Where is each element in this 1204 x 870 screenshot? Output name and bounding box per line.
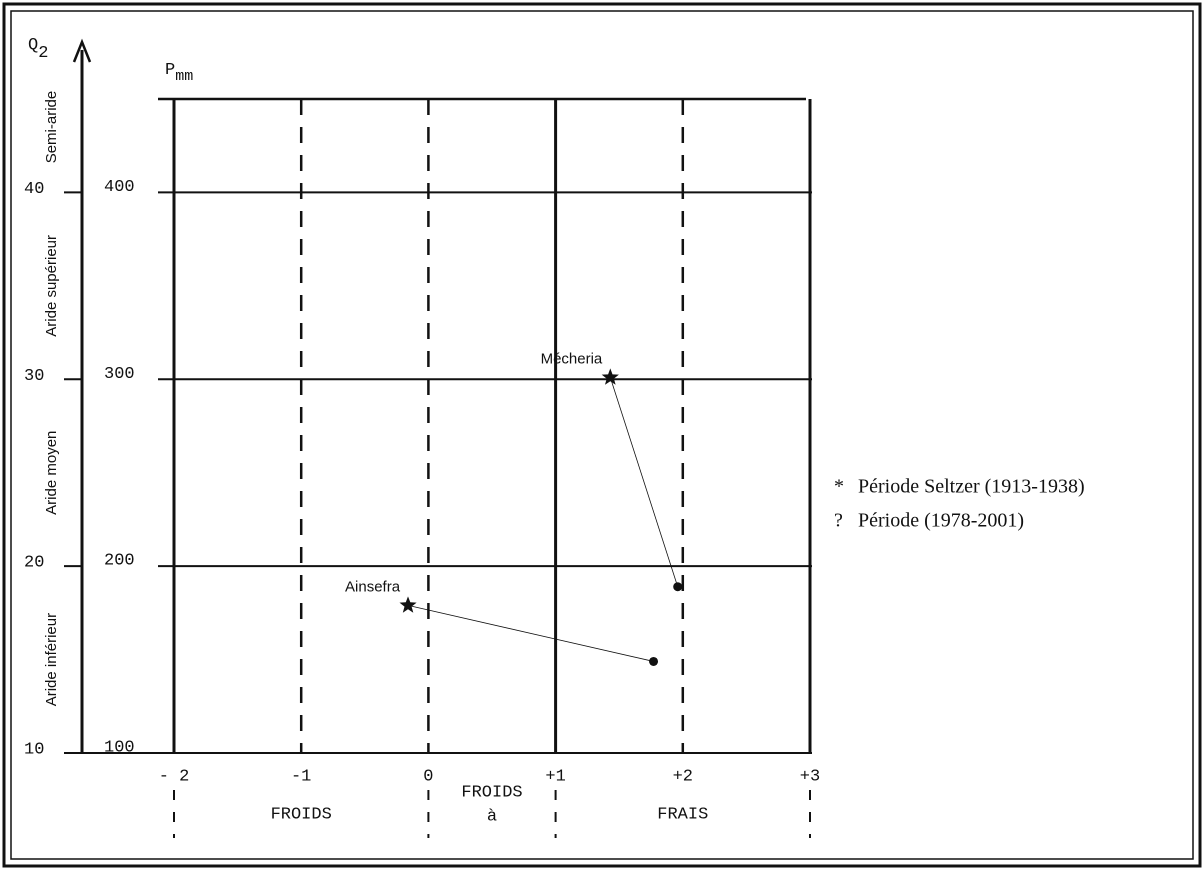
x-tick-label: -1 <box>291 767 311 786</box>
point-label: Ainsefra <box>345 578 401 595</box>
point <box>601 368 619 385</box>
point <box>673 582 683 592</box>
legend-label: Période Seltzer (1913-1938) <box>858 476 1085 498</box>
thermal-zone-label: FRAIS <box>657 805 708 824</box>
y-label-main: P <box>165 61 175 80</box>
point <box>649 656 659 666</box>
zone-label: Aride inférieur <box>43 613 60 706</box>
legend-symbol: * <box>834 476 844 498</box>
y2-tick-label: 40 <box>24 180 44 199</box>
x-tick-label: +2 <box>673 767 693 786</box>
inner-frame <box>10 10 1194 860</box>
zone-label: Semi-aride <box>43 91 60 164</box>
legend-label: Période (1978-2001) <box>858 510 1024 532</box>
y2-tick-label: 10 <box>24 740 44 759</box>
y-tick-label: 300 <box>104 365 135 384</box>
y2-label-sub: 2 <box>38 44 48 63</box>
thermal-zone-label: FROIDS <box>461 783 522 802</box>
y2-tick-label: 30 <box>24 367 44 386</box>
point <box>399 596 417 613</box>
connector <box>609 377 679 587</box>
x-tick-label: +1 <box>545 767 565 786</box>
point-label: Mécheria <box>541 350 603 367</box>
zone-label: Aride moyen <box>43 431 60 515</box>
zone-label: Aride supérieur <box>43 235 60 337</box>
y-label-sub: mm <box>175 68 193 85</box>
y2-tick-label: 20 <box>24 554 44 573</box>
y-axis-label: Pmm <box>165 61 193 84</box>
thermal-zone-label: FROIDS <box>271 805 332 824</box>
thermal-zone-label: à <box>487 807 497 826</box>
x-tick-label: +3 <box>800 767 820 786</box>
y2-label-main: Q <box>28 36 38 55</box>
legend-symbol: ? <box>834 510 843 532</box>
y-tick-label: 200 <box>104 552 135 571</box>
y-tick-label: 100 <box>104 738 135 757</box>
x-tick-label: - 2 <box>159 767 190 786</box>
connector <box>407 604 654 662</box>
y-tick-label: 400 <box>104 178 135 197</box>
y2-axis-arrow <box>72 38 92 63</box>
x-tick-label: 0 <box>423 767 433 786</box>
y2-axis-label: Q2 <box>28 36 48 63</box>
